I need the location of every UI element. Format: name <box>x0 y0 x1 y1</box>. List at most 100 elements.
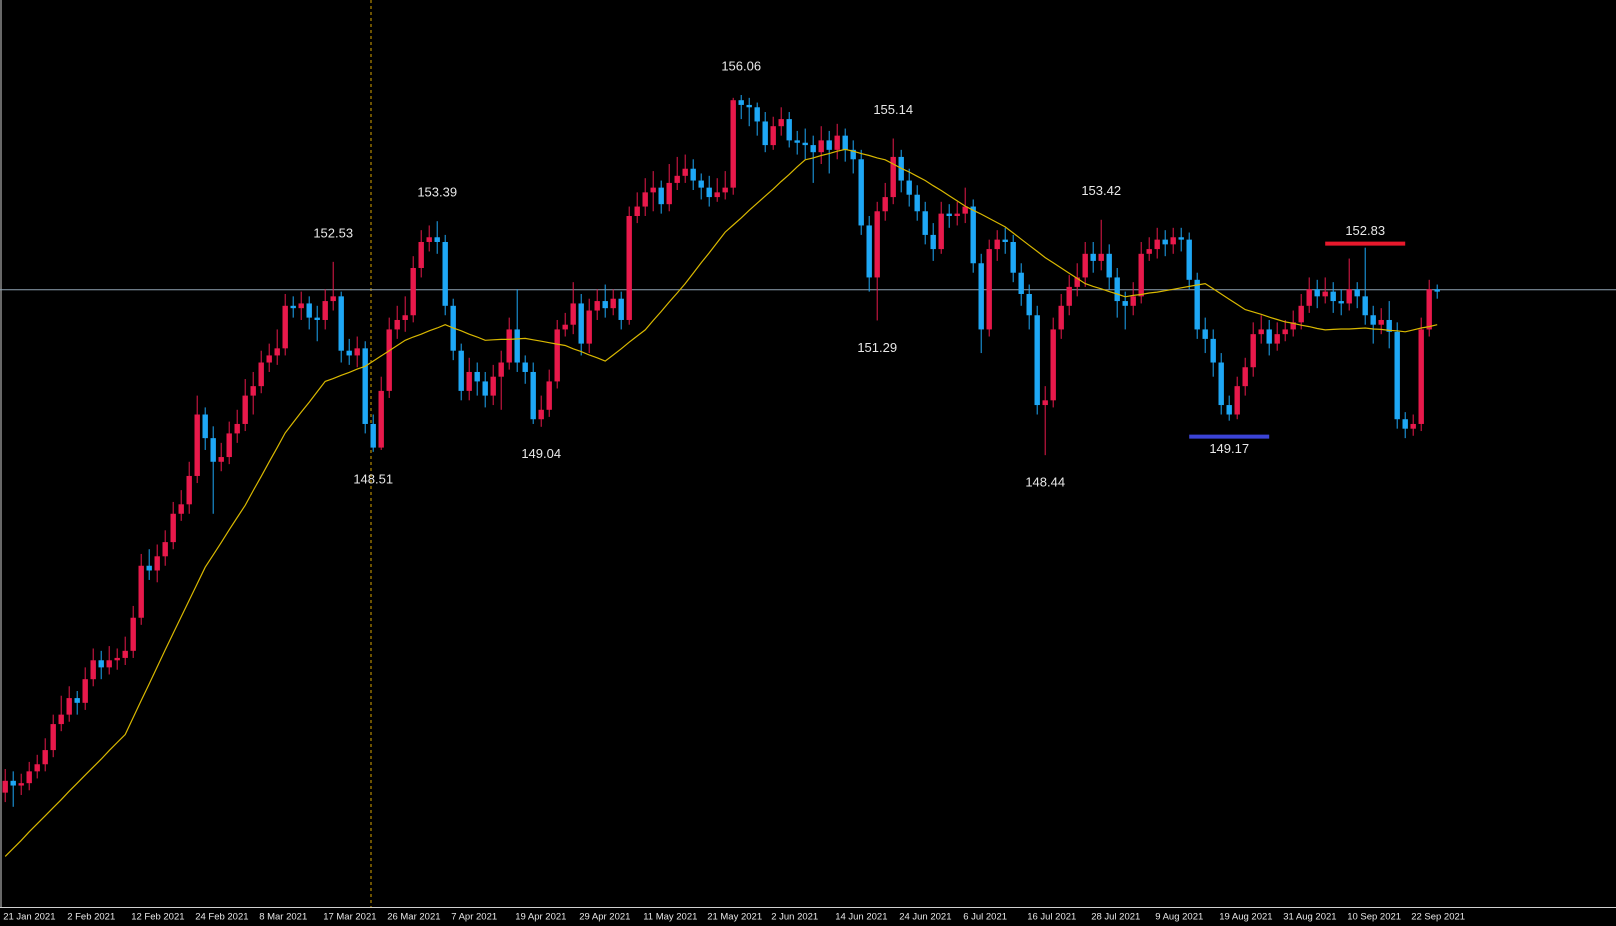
candle-body <box>378 390 384 448</box>
x-tick-label: 16 Jul 2021 <box>1027 912 1076 923</box>
moving-average <box>4 148 1438 857</box>
candle-body <box>986 249 992 330</box>
candle-body <box>274 348 280 356</box>
candle-body <box>786 119 792 141</box>
candle-body <box>714 192 720 198</box>
candle-body <box>1202 329 1208 339</box>
candle-body <box>634 206 640 216</box>
candle-body <box>402 315 408 320</box>
price-annotation: 155.14 <box>873 102 913 117</box>
candle-body <box>1082 253 1088 278</box>
candle-body <box>794 140 800 143</box>
candle-body <box>170 513 176 543</box>
candle-body <box>1018 272 1024 294</box>
candle-body <box>1058 305 1064 330</box>
candle-body <box>466 371 472 391</box>
candle-body <box>1258 329 1264 335</box>
candle-body <box>1434 289 1440 292</box>
candle-body <box>1218 362 1224 406</box>
candle-body <box>610 298 616 309</box>
candle-body <box>1010 241 1016 273</box>
candle-body <box>1410 423 1416 429</box>
candle-body <box>210 438 216 462</box>
candle-body <box>594 301 600 311</box>
x-tick-label: 19 Aug 2021 <box>1219 912 1272 923</box>
candle-body <box>58 714 64 725</box>
candle-body <box>306 303 312 318</box>
candle-body <box>386 329 392 391</box>
candle-body <box>1330 291 1336 302</box>
price-annotation: 153.39 <box>417 185 457 200</box>
candle-body <box>410 267 416 316</box>
candle-body <box>138 565 144 618</box>
candle-body <box>114 657 120 661</box>
x-tick-label: 14 Jun 2021 <box>835 912 887 923</box>
candle-body <box>698 180 704 188</box>
candle-body <box>1346 289 1352 304</box>
x-tick-label: 7 Apr 2021 <box>451 912 497 923</box>
price-annotation: 148.44 <box>1025 475 1065 490</box>
candle-body <box>90 660 96 680</box>
candle-body <box>242 395 248 424</box>
candle-body <box>42 750 48 765</box>
candle-body <box>370 423 376 448</box>
candle-body <box>1298 305 1304 323</box>
candle-body <box>1210 338 1216 363</box>
price-annotation: 148.51 <box>353 471 393 486</box>
candle-body <box>154 556 160 571</box>
candle-body <box>946 213 952 216</box>
candle-body <box>850 149 856 160</box>
candle-body <box>34 764 40 772</box>
candle-body <box>1362 296 1368 316</box>
candle-body <box>1282 329 1288 335</box>
candle-body <box>938 213 944 250</box>
candle-body <box>1178 237 1184 240</box>
candle-body <box>770 126 776 146</box>
candle-body <box>1426 289 1432 330</box>
candle-body <box>602 301 608 309</box>
candle-body <box>74 698 80 703</box>
x-tick-label: 31 Aug 2021 <box>1283 912 1336 923</box>
candle-body <box>178 504 184 514</box>
x-tick-label: 12 Feb 2021 <box>131 912 184 923</box>
candle-body <box>474 371 480 382</box>
candle-body <box>106 660 112 668</box>
candle-body <box>538 409 544 420</box>
candle-body <box>1170 237 1176 245</box>
candle-body <box>746 104 752 108</box>
candle-body <box>1266 329 1272 344</box>
candle-body <box>1418 329 1424 424</box>
candle-body <box>1162 239 1168 245</box>
candle-body <box>2 780 8 793</box>
candle-body <box>162 542 168 557</box>
candle-body <box>1130 296 1136 306</box>
candle-body <box>442 241 448 306</box>
x-tick-label: 19 Apr 2021 <box>515 912 566 923</box>
x-tick-label: 21 May 2021 <box>707 912 762 923</box>
candle-body <box>1290 322 1296 330</box>
x-tick-label: 22 Sep 2021 <box>1411 912 1465 923</box>
x-tick-label: 26 Mar 2021 <box>387 912 440 923</box>
candle-body <box>546 381 552 410</box>
candle-body <box>666 182 672 205</box>
candle-body <box>1402 419 1408 429</box>
candle-body <box>434 237 440 242</box>
candle-body <box>10 780 16 786</box>
x-tick-label: 2 Feb 2021 <box>67 912 115 923</box>
candle-body <box>858 159 864 226</box>
candle-body <box>1234 386 1240 415</box>
candle-body <box>1314 289 1320 297</box>
candle-body <box>866 225 872 278</box>
candle-body <box>1194 279 1200 330</box>
candle-body <box>954 213 960 216</box>
candle-body <box>1146 249 1152 254</box>
candle-body <box>1378 319 1384 325</box>
candle-body <box>338 296 344 351</box>
candle-body <box>706 187 712 198</box>
x-tick-label: 11 May 2021 <box>643 912 697 923</box>
candle-body <box>290 305 296 309</box>
candle-body <box>802 142 808 146</box>
candle-body <box>362 348 368 424</box>
